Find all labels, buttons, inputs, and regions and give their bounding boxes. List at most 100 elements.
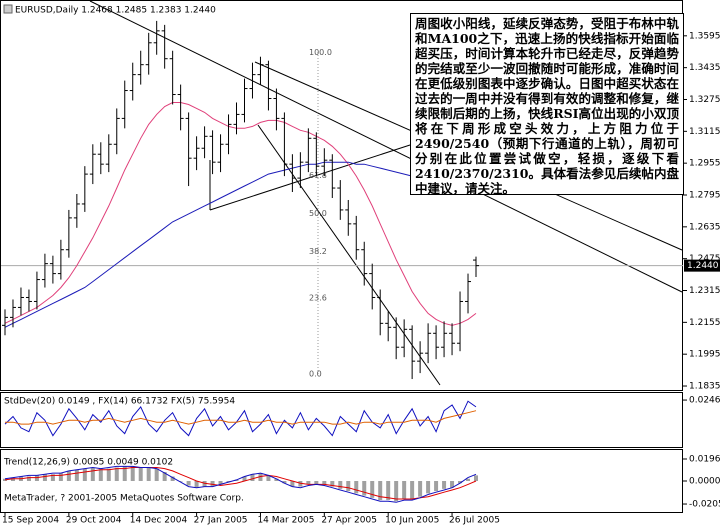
histogram-bar: [306, 481, 311, 485]
histogram-bar: [98, 468, 103, 481]
histogram-bar: [42, 474, 47, 481]
y-tick-label: 1.3595: [689, 31, 720, 41]
y-tick-label: 0.0246: [689, 396, 720, 406]
histogram-bar: [402, 481, 407, 499]
histogram-bar: [450, 481, 455, 488]
x-tick-label: 27 Apr 2005: [321, 516, 377, 525]
x-tick-label: 27 Jan 2005: [194, 516, 248, 525]
histogram-bar: [210, 481, 215, 487]
histogram-bar: [290, 481, 295, 487]
histogram-bar: [258, 473, 263, 481]
indicator-line: [4, 400, 477, 437]
histogram-bar: [322, 481, 327, 485]
histogram-bar: [354, 481, 359, 494]
y-tick-label: 1.1835: [689, 382, 720, 392]
current-price-box: [684, 259, 720, 272]
histogram-bar: [394, 481, 399, 502]
y-tick-label: 0.0000: [689, 477, 720, 487]
histogram-bar: [370, 481, 375, 498]
y-tick-label: 1.2635: [689, 222, 720, 232]
histogram-bar: [234, 479, 239, 481]
histogram-bar: [122, 466, 127, 481]
histogram-bar: [242, 476, 247, 481]
histogram-bar: [282, 481, 287, 484]
fib-label: 0.0: [309, 370, 322, 379]
histogram-bar: [186, 481, 191, 486]
symbol-icon: [3, 4, 13, 14]
histogram-bar: [314, 481, 319, 485]
y-tick-label: -0.0205: [689, 500, 720, 510]
x-tick-label: 26 Jul 2005: [449, 516, 500, 525]
y-tick-label: 0.0196: [689, 454, 720, 464]
histogram-bar: [298, 481, 303, 487]
histogram-bar: [146, 467, 151, 481]
histogram-bar: [418, 481, 423, 497]
fib-label: 50.0: [309, 209, 327, 218]
channel-line: [209, 144, 411, 211]
histogram-bar: [194, 481, 199, 488]
histogram-bar: [130, 466, 135, 481]
annotation: 周图收小阳线，延续反弹态势，受阻于布林中轨和MA100之下，迅速上扬的快线指标开…: [410, 13, 684, 195]
fib-label: 23.6: [309, 294, 327, 303]
histogram-bar: [74, 469, 79, 481]
histogram-bar: [170, 476, 175, 481]
histogram-bar: [250, 474, 255, 481]
histogram-bar: [274, 478, 279, 481]
histogram-bar: [106, 468, 111, 481]
y-tick-label: 1.2475: [689, 254, 720, 264]
copyright: MetaTrader, ? 2001-2005 MetaQuotes Softw…: [4, 494, 244, 504]
moving-average: [4, 161, 477, 328]
y-tick-label: 1.2955: [689, 159, 720, 169]
current-price-label: 1.2440: [687, 261, 719, 271]
histogram-bar: [362, 481, 367, 496]
indicator-line: [5, 410, 477, 425]
fib-label: 61.8: [309, 171, 327, 180]
histogram-bar: [26, 476, 31, 481]
y-tick-label: 1.2315: [689, 286, 720, 296]
x-tick-label: 14 Dec 2004: [130, 516, 188, 525]
histogram-bar: [90, 467, 95, 481]
y-tick-label: 1.3115: [689, 127, 720, 137]
histogram-bar: [154, 468, 159, 481]
histogram-bar: [58, 473, 63, 481]
histogram-bar: [66, 470, 71, 481]
histogram-bar: [162, 472, 167, 481]
histogram-bar: [426, 481, 431, 494]
indicator-line: [4, 465, 477, 503]
histogram-bar: [474, 475, 478, 481]
fib-label: 38.2: [309, 247, 327, 256]
histogram-bar: [434, 481, 439, 492]
y-tick-label: 1.3275: [689, 95, 720, 105]
chart-title: EURUSD,Daily 1.2468 1.2485 1.2383 1.2440: [15, 6, 216, 16]
histogram-bar: [466, 478, 471, 481]
histogram-bar: [338, 481, 343, 489]
histogram-bar: [458, 481, 463, 484]
histogram-bar: [218, 481, 223, 485]
y-tick-label: 1.1995: [689, 350, 720, 360]
histogram-bar: [386, 481, 391, 501]
x-tick-label: 15 Sep 2004: [2, 516, 59, 525]
histogram-bar: [114, 467, 119, 481]
histogram-bar: [330, 481, 335, 487]
histogram-bar: [10, 477, 15, 481]
y-tick-label: 1.3435: [689, 63, 720, 73]
histogram-bar: [410, 481, 415, 499]
fib-label: 100.0: [309, 48, 332, 57]
histogram-bar: [442, 481, 447, 489]
moving-average: [4, 102, 477, 326]
indicator-title: StdDev(20) 0.0149 , FX(14) 66.1732 FX(5)…: [4, 397, 235, 407]
indicator-line: [4, 467, 477, 500]
y-tick-label: 1.2155: [689, 318, 720, 328]
indicator-title: Trend(12,26,9) 0.0085 0.0049 0.0102: [3, 458, 173, 468]
histogram-bar: [138, 467, 143, 481]
histogram-bar: [378, 481, 383, 501]
x-tick-label: 10 Jun 2005: [385, 516, 439, 525]
channel-line: [257, 124, 441, 386]
y-tick-label: 1.2795: [689, 191, 720, 201]
x-tick-label: 29 Oct 2004: [66, 516, 122, 525]
histogram-bar: [202, 481, 207, 487]
histogram-bar: [178, 481, 183, 482]
histogram-bar: [82, 468, 87, 481]
channel-line: [89, 0, 683, 293]
